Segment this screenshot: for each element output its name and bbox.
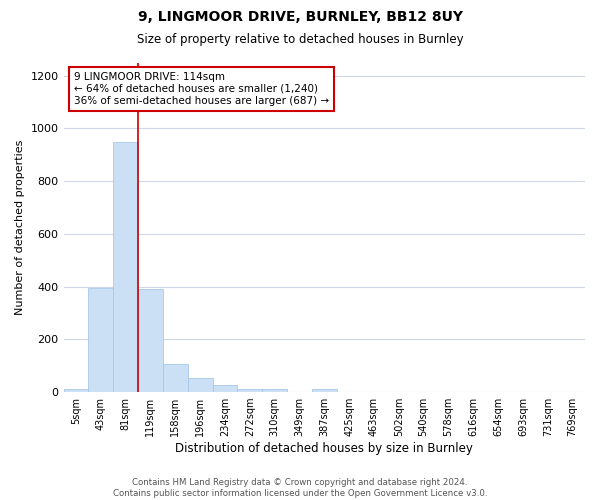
Bar — [212, 386, 238, 392]
Bar — [238, 388, 262, 392]
Bar — [138, 290, 163, 392]
Bar — [262, 390, 287, 392]
Bar — [64, 388, 88, 392]
Y-axis label: Number of detached properties: Number of detached properties — [15, 140, 25, 315]
Bar — [188, 378, 212, 392]
X-axis label: Distribution of detached houses by size in Burnley: Distribution of detached houses by size … — [175, 442, 473, 455]
Text: 9 LINGMOOR DRIVE: 114sqm
← 64% of detached houses are smaller (1,240)
36% of sem: 9 LINGMOOR DRIVE: 114sqm ← 64% of detach… — [74, 72, 329, 106]
Bar — [312, 389, 337, 392]
Text: Size of property relative to detached houses in Burnley: Size of property relative to detached ho… — [137, 32, 463, 46]
Bar — [163, 364, 188, 392]
Text: 9, LINGMOOR DRIVE, BURNLEY, BB12 8UY: 9, LINGMOOR DRIVE, BURNLEY, BB12 8UY — [137, 10, 463, 24]
Bar — [113, 142, 138, 392]
Text: Contains HM Land Registry data © Crown copyright and database right 2024.
Contai: Contains HM Land Registry data © Crown c… — [113, 478, 487, 498]
Bar — [88, 288, 113, 392]
